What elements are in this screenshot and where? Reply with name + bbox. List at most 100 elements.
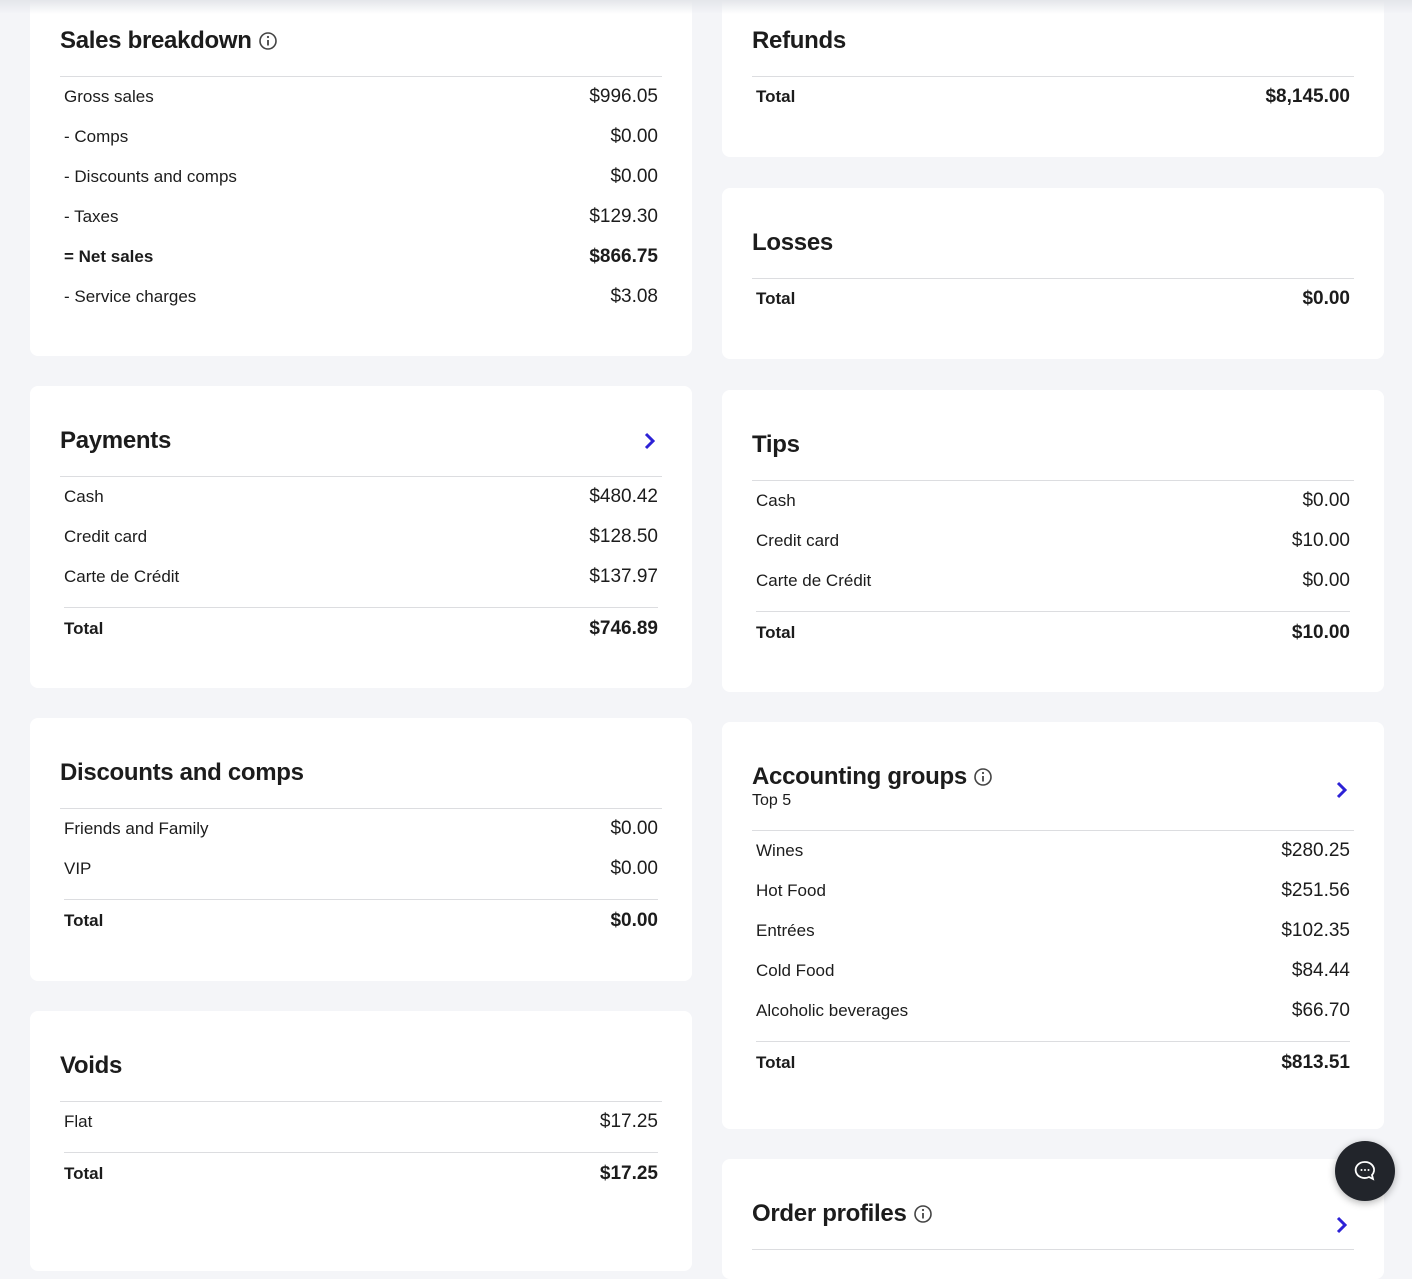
card-subtitle: Top 5 [752, 792, 792, 809]
card-title-row: Payments [60, 425, 662, 457]
line-item: Carte de Crédit $0.00 [752, 561, 1354, 601]
line-label: Gross sales [64, 87, 154, 106]
line-item: VIP $0.00 [60, 849, 662, 889]
card-header: Discounts and comps [60, 718, 662, 809]
line-label: Cash [64, 487, 104, 506]
separator [756, 1041, 1350, 1042]
line-label: - Discounts and comps [64, 167, 237, 186]
line-item: Wines $280.25 [752, 831, 1354, 871]
card-header: Accounting groups Top 5 [752, 722, 1354, 831]
total-label: Total [756, 289, 796, 308]
line-amount: $0.00 [610, 166, 658, 187]
card-title-row: Discounts and comps [60, 757, 662, 789]
line-amount: $0.00 [610, 126, 658, 147]
card-title-row: Tips [752, 429, 1354, 461]
line-amount: $17.25 [599, 1111, 658, 1132]
total-row: Total $746.89 [60, 608, 662, 650]
line-item: - Taxes $129.30 [60, 197, 662, 237]
total-amount: $10.00 [1291, 622, 1350, 643]
line-item: Entrées $102.35 [752, 911, 1354, 951]
total-amount: $746.89 [589, 618, 658, 639]
line-amount: $0.00 [1302, 570, 1350, 591]
total-label: Total [64, 619, 104, 638]
card: Voids Flat $17.25 Total $17.25 [30, 1011, 692, 1271]
line-label: - Comps [64, 127, 129, 146]
line-label: Entrées [756, 921, 815, 940]
line-amount: $0.00 [1302, 490, 1350, 511]
line-item: Hot Food $251.56 [752, 871, 1354, 911]
total-row: Total $813.51 [752, 1042, 1354, 1084]
line-label: = Net sales [64, 247, 154, 266]
line-amount: $84.44 [1291, 960, 1350, 981]
line-item: Cash $0.00 [752, 481, 1354, 521]
line-amount: $3.08 [610, 286, 658, 307]
card-header: Order profiles [752, 1159, 1354, 1250]
top-shadow [0, 0, 1412, 14]
total-row: Total $8,145.00 [752, 77, 1354, 117]
card-title-row: Order profiles [752, 1198, 1354, 1230]
line-amount: $480.42 [589, 486, 658, 507]
line-label: - Service charges [64, 287, 197, 306]
card: Discounts and comps Friends and Family $0.… [30, 718, 692, 981]
total-label: Total [64, 911, 104, 930]
line-item: Flat $17.25 [60, 1102, 662, 1142]
chat-icon [1354, 1161, 1375, 1181]
line-item: Cold Food $84.44 [752, 951, 1354, 991]
card-header: Refunds [752, 0, 1354, 77]
card-title: Tips [752, 431, 800, 458]
card: Accounting groups Top 5 Wines $280.25 Hot Fo… [722, 722, 1384, 1129]
line-amount: $129.30 [589, 206, 658, 227]
card-title-row: Sales breakdown [60, 25, 662, 57]
line-amount: $280.25 [1281, 840, 1350, 861]
line-item: = Net sales $866.75 [60, 237, 662, 277]
line-label: Credit card [756, 531, 840, 550]
line-amount: $0.00 [610, 858, 658, 879]
line-label: Cash [756, 491, 796, 510]
line-label: Flat [64, 1112, 93, 1131]
card-title-row: Losses [752, 227, 1354, 259]
total-amount: $0.00 [1302, 288, 1350, 309]
card: Losses Total $0.00 [722, 188, 1384, 359]
total-label: Total [756, 87, 796, 106]
chevron-link[interactable] [1334, 781, 1348, 804]
total-label: Total [64, 1164, 104, 1183]
line-item: Credit card $128.50 [60, 517, 662, 557]
line-label: - Taxes [64, 207, 119, 226]
chevron-link[interactable] [642, 432, 656, 455]
card-header: Tips [752, 390, 1354, 481]
total-label: Total [756, 1053, 796, 1072]
line-amount: $102.35 [1281, 920, 1350, 941]
line-item: Cash $480.42 [60, 477, 662, 517]
card: Sales breakdown Gross sales $996.05 - Comps… [30, 0, 692, 356]
info-icon [913, 1204, 933, 1224]
line-amount: $866.75 [589, 246, 658, 267]
chat-button[interactable] [1335, 1141, 1395, 1201]
line-label: Cold Food [756, 961, 835, 980]
total-label: Total [756, 623, 796, 642]
chevron-link[interactable] [1334, 1216, 1348, 1239]
card-title: Refunds [752, 27, 846, 54]
card: Order profiles [722, 1159, 1384, 1279]
line-item: - Service charges $3.08 [60, 277, 662, 317]
card-title: Losses [752, 229, 833, 256]
card-title: Sales breakdown [60, 27, 252, 54]
card: Refunds Total $8,145.00 [722, 0, 1384, 157]
line-label: Credit card [64, 527, 148, 546]
separator [64, 1152, 658, 1153]
card-title: Voids [60, 1052, 123, 1079]
line-item: Carte de Crédit $137.97 [60, 557, 662, 597]
line-amount: $137.97 [589, 566, 658, 587]
line-amount: $128.50 [589, 526, 658, 547]
card-title-row: Voids [60, 1050, 662, 1082]
line-item: Credit card $10.00 [752, 521, 1354, 561]
line-label: Wines [756, 841, 804, 860]
separator [64, 899, 658, 900]
total-row: Total $17.25 [60, 1153, 662, 1195]
line-label: Friends and Family [64, 819, 209, 838]
total-row: Total $10.00 [752, 612, 1354, 654]
card-title: Order profiles [752, 1200, 907, 1227]
line-amount: $10.00 [1291, 530, 1350, 551]
total-row: Total $0.00 [60, 900, 662, 942]
info-icon [973, 767, 993, 787]
line-amount: $66.70 [1291, 1000, 1350, 1021]
